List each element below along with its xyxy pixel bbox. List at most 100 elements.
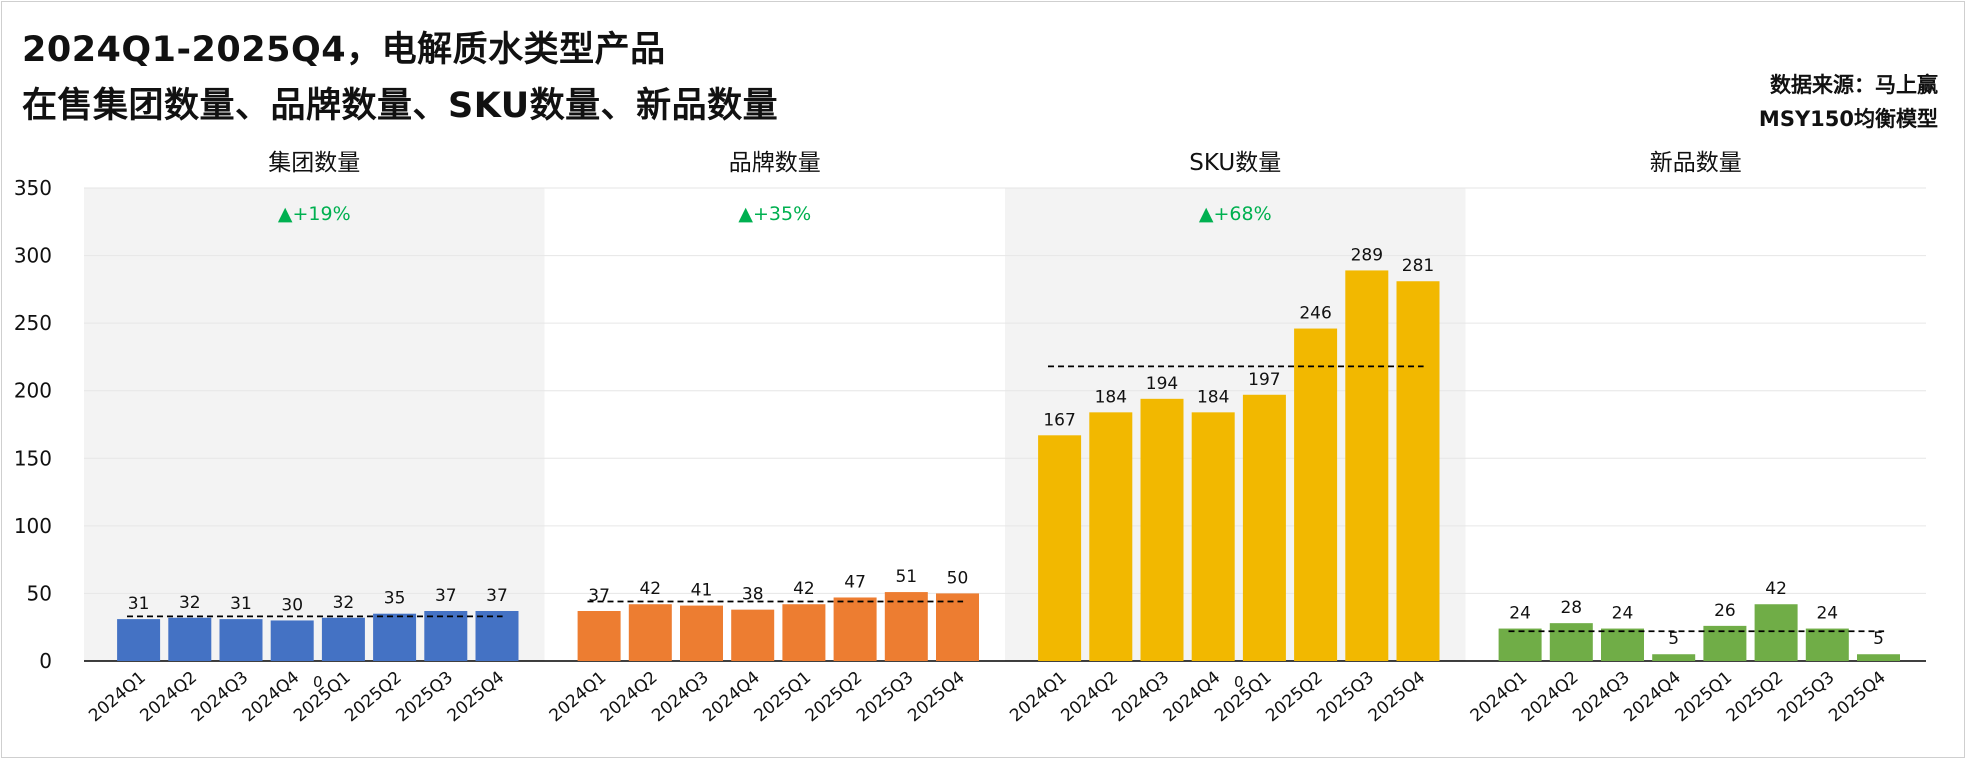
y-tick-label: 350	[14, 176, 52, 200]
bar-value-label: 42	[639, 579, 661, 599]
bar	[1038, 435, 1082, 661]
x-tick-label: 2024Q2	[597, 668, 662, 727]
y-tick-label: 100	[14, 514, 52, 538]
bar	[1396, 281, 1440, 661]
x-tick-label: 2025Q4	[444, 668, 509, 727]
y-tick-label: 150	[14, 446, 52, 470]
x-tick-label: 2024Q3	[1569, 668, 1634, 727]
bar-value-label: 37	[486, 586, 508, 606]
bar	[731, 609, 775, 661]
x-tick-label: 2025Q1	[751, 668, 816, 727]
x-tick-label: 2025Q3	[1774, 668, 1839, 727]
bar-value-label: 194	[1146, 374, 1178, 394]
y-tick-label: 0	[39, 649, 52, 673]
panel-background-1	[84, 188, 545, 661]
x-tick-label: 2024Q1	[85, 668, 150, 727]
x-tick-label: 2024Q2	[1518, 668, 1583, 727]
bar	[424, 610, 468, 661]
bar	[1754, 604, 1798, 661]
bar-value-label: 30	[281, 595, 303, 615]
bar-value-label: 51	[895, 567, 917, 587]
bar	[628, 604, 672, 661]
x-tick-label: 2024Q2	[136, 668, 201, 727]
bar	[833, 597, 877, 661]
x-tick-label: 2025Q3	[1313, 668, 1378, 727]
bar	[1652, 654, 1696, 661]
growth-annotation: ▲+68%	[1199, 203, 1272, 225]
x-tick-label: 2024Q4	[699, 668, 764, 727]
bar	[1191, 412, 1235, 661]
bar	[1345, 270, 1389, 661]
separator-label: 0	[1234, 673, 1244, 691]
bar	[1294, 328, 1338, 661]
x-tick-label: 2025Q2	[1723, 668, 1788, 727]
panel-background-3	[1005, 188, 1466, 661]
panel-title: SKU数量	[1189, 150, 1281, 176]
x-tick-label: 2024Q2	[1057, 668, 1122, 727]
y-tick-label: 200	[14, 379, 52, 403]
bar-value-label: 35	[384, 589, 406, 609]
x-tick-label: 2025Q3	[392, 668, 457, 727]
bar	[168, 617, 212, 661]
x-tick-label: 2024Q4	[239, 668, 304, 727]
bar-value-label: 50	[947, 568, 969, 588]
bar-value-label: 184	[1197, 387, 1229, 407]
bar-value-label: 28	[1560, 598, 1582, 618]
bar-value-label: 37	[435, 586, 457, 606]
bar-value-label: 24	[1612, 604, 1634, 624]
bar-value-label: 32	[333, 593, 355, 613]
bar	[680, 605, 723, 661]
x-tick-label: 2024Q1	[1467, 668, 1532, 727]
x-tick-label: 2024Q4	[1620, 668, 1685, 727]
x-tick-label: 2025Q4	[904, 668, 969, 727]
x-tick-label: 2025Q2	[802, 668, 867, 727]
panel-title: 新品数量	[1650, 150, 1742, 176]
bar	[884, 592, 928, 661]
x-tick-label: 2024Q4	[1160, 668, 1225, 727]
growth-annotation: ▲+19%	[278, 203, 351, 225]
bar	[1242, 394, 1286, 661]
bar	[1805, 628, 1849, 661]
y-tick-label: 300	[14, 244, 52, 268]
bar-value-label: 197	[1248, 370, 1280, 390]
bar-value-label: 42	[1765, 579, 1787, 599]
x-tick-label: 2025Q2	[341, 668, 406, 727]
growth-annotation: ▲+35%	[738, 203, 811, 225]
bar	[577, 610, 621, 661]
bar-value-label: 5	[1873, 629, 1884, 649]
y-tick-label: 50	[27, 581, 52, 605]
bar	[1857, 654, 1900, 661]
x-tick-label: 2025Q4	[1825, 668, 1890, 727]
x-tick-label: 2025Q2	[1262, 668, 1327, 727]
bar	[373, 613, 417, 661]
bar-value-label: 24	[1816, 604, 1838, 624]
chart-title-line1: 2024Q1-2025Q4，电解质水类型产品	[22, 30, 666, 70]
panel-title: 集团数量	[268, 150, 360, 176]
bar	[1601, 628, 1644, 661]
bar	[1498, 628, 1542, 661]
bar	[117, 619, 161, 661]
x-tick-label: 2024Q3	[1109, 668, 1174, 727]
x-tick-label: 2025Q3	[853, 668, 918, 727]
bar-value-label: 289	[1351, 245, 1383, 265]
bar	[475, 610, 519, 661]
bar	[270, 620, 314, 661]
bar-value-label: 31	[230, 594, 252, 614]
x-tick-label: 2025Q4	[1365, 668, 1430, 727]
chart-title: 2024Q1-2025Q4，电解质水类型产品 在售集团数量、品牌数量、SKU数量…	[22, 22, 778, 134]
source-note: 数据来源：马上赢 MSY150均衡模型	[1759, 68, 1938, 136]
source-line2: MSY150均衡模型	[1758, 107, 1938, 131]
bar-value-label: 167	[1043, 410, 1075, 430]
bar	[1140, 398, 1184, 661]
panel-title: 品牌数量	[729, 150, 821, 176]
x-tick-label: 2024Q1	[1006, 668, 1071, 727]
bar	[936, 593, 979, 661]
bar-value-label: 47	[844, 572, 866, 592]
bar-value-label: 246	[1299, 304, 1331, 324]
bar	[782, 604, 826, 661]
x-tick-label: 2024Q1	[546, 668, 611, 727]
bar-value-label: 281	[1402, 256, 1434, 276]
bar-value-label: 184	[1095, 387, 1127, 407]
